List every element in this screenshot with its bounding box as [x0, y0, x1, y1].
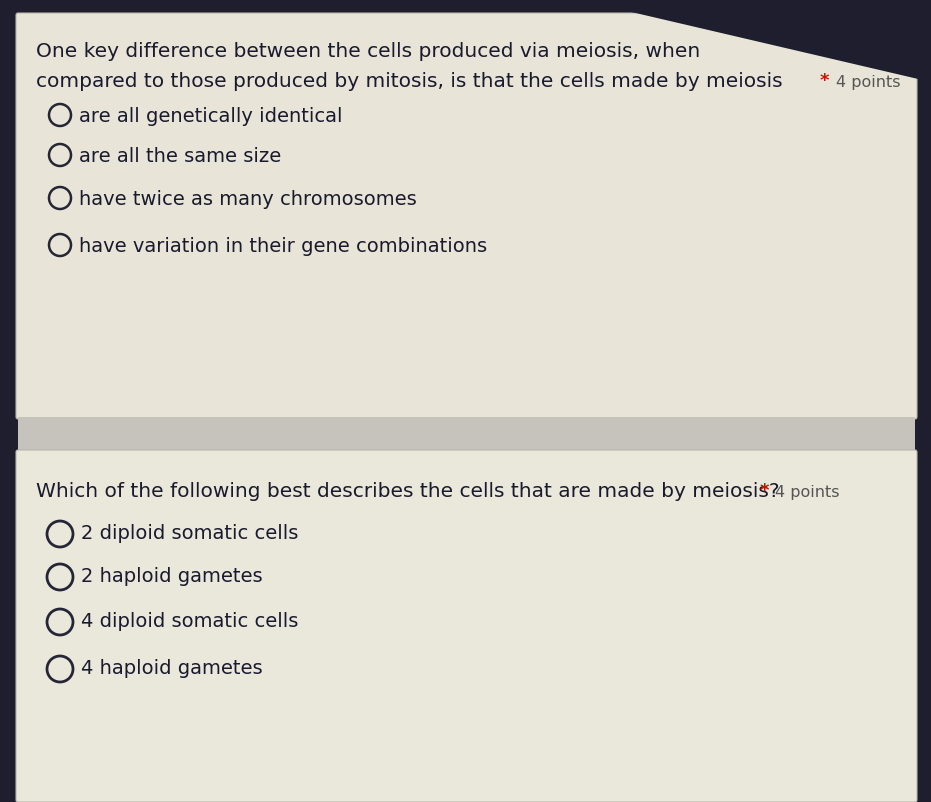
- Text: 4 diploid somatic cells: 4 diploid somatic cells: [81, 612, 298, 631]
- Text: 4 points: 4 points: [836, 75, 900, 90]
- Text: are all the same size: are all the same size: [79, 147, 281, 166]
- Text: 2 diploid somatic cells: 2 diploid somatic cells: [81, 524, 298, 543]
- Text: are all genetically identical: are all genetically identical: [79, 107, 343, 126]
- Text: 4 haploid gametes: 4 haploid gametes: [81, 659, 263, 678]
- Text: have twice as many chromosomes: have twice as many chromosomes: [79, 190, 417, 209]
- FancyBboxPatch shape: [16, 450, 917, 802]
- FancyBboxPatch shape: [16, 13, 917, 419]
- Text: One key difference between the cells produced via meiosis, when: One key difference between the cells pro…: [36, 42, 700, 61]
- Text: *: *: [760, 482, 770, 500]
- Polygon shape: [580, 0, 931, 82]
- FancyBboxPatch shape: [18, 417, 915, 452]
- Text: 2 haploid gametes: 2 haploid gametes: [81, 567, 263, 586]
- Text: *: *: [820, 72, 830, 90]
- Text: compared to those produced by mitosis, is that the cells made by meiosis: compared to those produced by mitosis, i…: [36, 72, 783, 91]
- Text: 4 points: 4 points: [775, 485, 840, 500]
- Text: have variation in their gene combinations: have variation in their gene combination…: [79, 237, 487, 256]
- Text: Which of the following best describes the cells that are made by meiosis?: Which of the following best describes th…: [36, 482, 779, 501]
